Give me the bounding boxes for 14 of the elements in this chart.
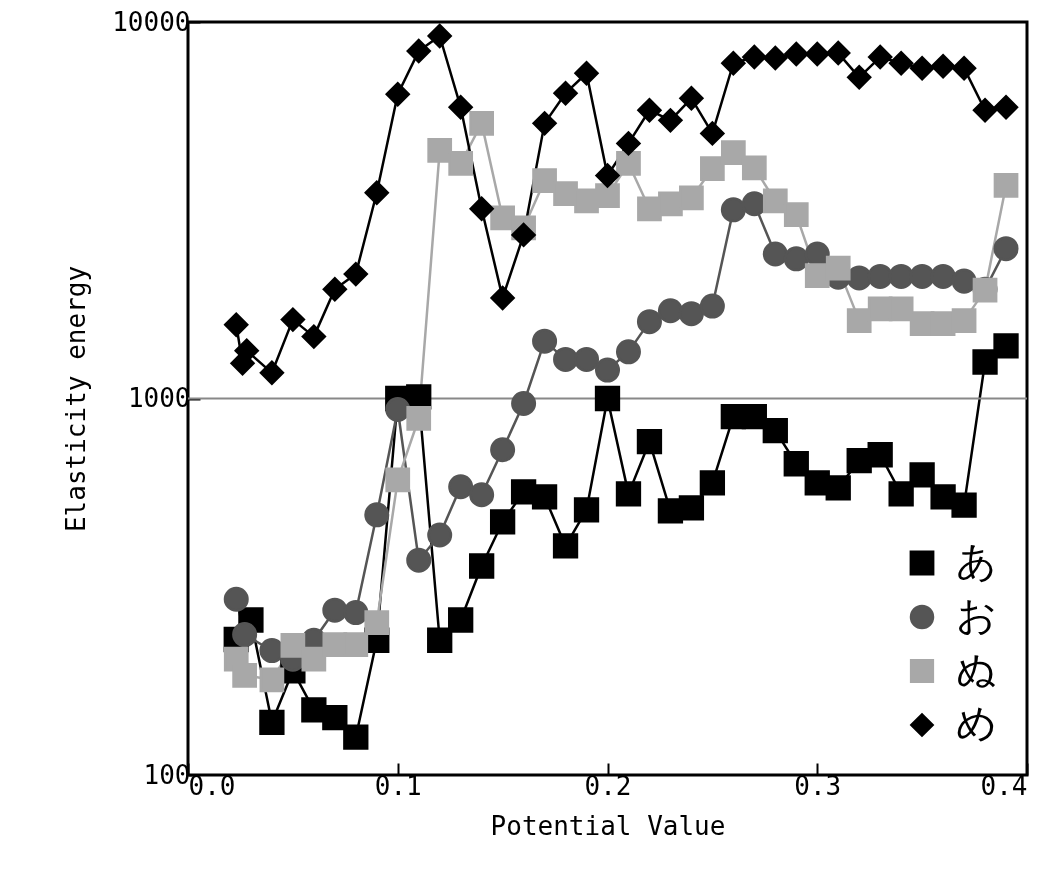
legend-label: め (956, 701, 997, 745)
y-tick-label: 10000 (112, 6, 191, 37)
y-tick-label: 100 (143, 759, 191, 790)
x-tick-label: 0.3 (794, 770, 842, 801)
legend-label: お (956, 593, 997, 637)
x-tick-label: 0.1 (374, 770, 422, 801)
y-tick-label: 1000 (127, 383, 191, 413)
y-axis-title: Elasticity energy (61, 265, 92, 533)
legend-label: あ (956, 539, 997, 583)
legend-label: ぬ (956, 647, 997, 691)
x-tick-label: 0.0 (188, 770, 236, 801)
x-axis-title: Potential Value (490, 810, 726, 841)
x-tick-label: 0.4 (980, 770, 1028, 801)
x-tick-label: 0.2 (584, 770, 632, 801)
